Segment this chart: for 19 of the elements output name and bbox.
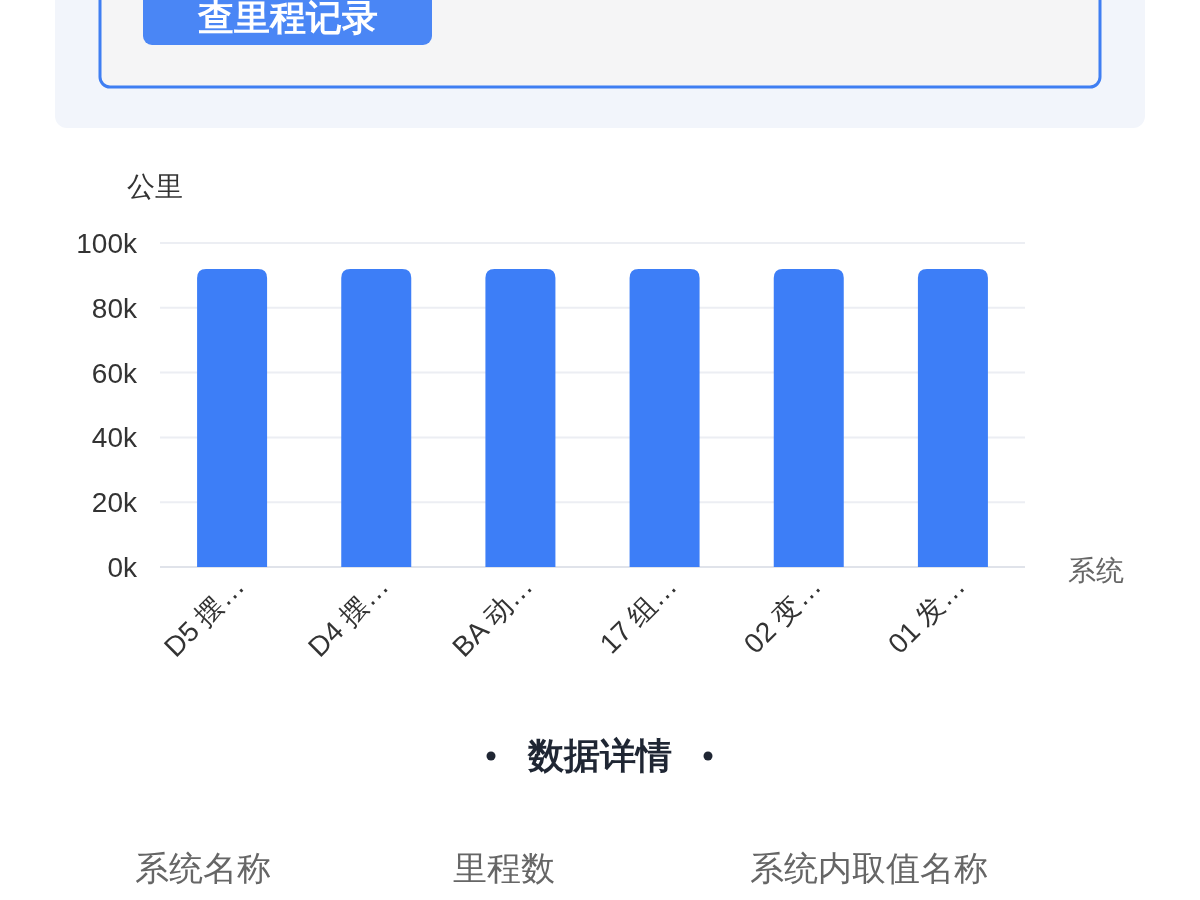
x-tick-label: BA 动… bbox=[446, 570, 539, 663]
y-tick-label: 40k bbox=[91, 422, 138, 454]
x-tick-label: 02 变… bbox=[737, 570, 827, 660]
button: 查里程记录 bbox=[143, 0, 432, 45]
y-axis-title: 公里 bbox=[127, 171, 183, 202]
text: 系统内取值名称 bbox=[750, 849, 988, 887]
x-tick-label: D5 摆… bbox=[157, 570, 251, 663]
y-tick-label: 100k bbox=[76, 228, 138, 259]
x-tick-label: 01 发… bbox=[882, 570, 972, 660]
x-tick-label: D4 摆… bbox=[302, 570, 395, 663]
y-tick-label: 80k bbox=[91, 292, 138, 324]
text: 里程数 bbox=[453, 849, 555, 887]
text: 数据详情 bbox=[527, 735, 672, 776]
y-tick-label: 60k bbox=[91, 357, 138, 389]
y-tick-label: 20k bbox=[91, 487, 138, 519]
x-axis-title: 系统 bbox=[1068, 555, 1124, 586]
text: 系统名称 bbox=[135, 849, 271, 887]
y-tick-label: 0k bbox=[107, 552, 138, 583]
x-tick-label: 17 组… bbox=[593, 570, 683, 660]
